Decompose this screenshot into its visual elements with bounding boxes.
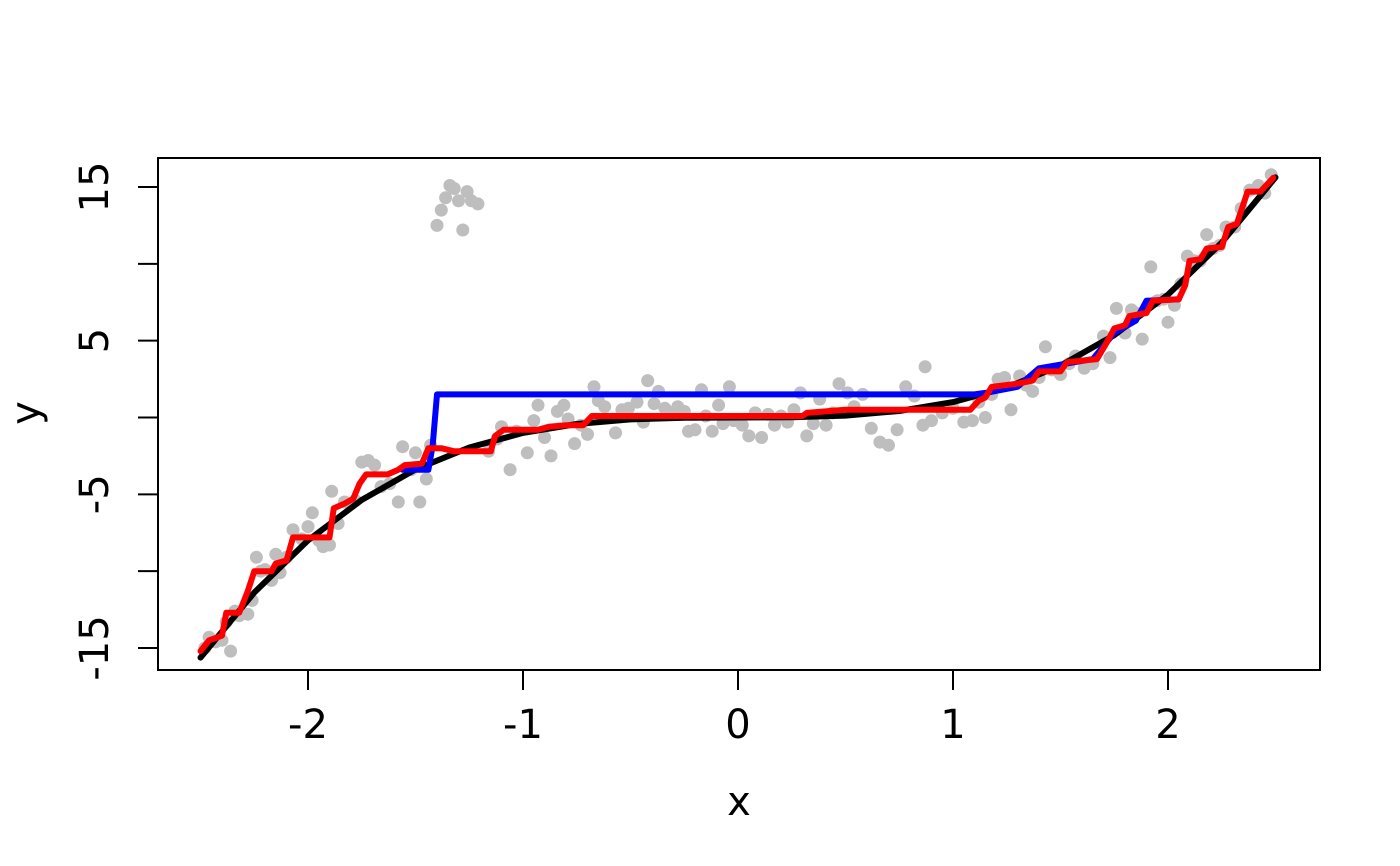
data-point bbox=[832, 377, 846, 391]
data-point bbox=[742, 429, 756, 443]
data-point bbox=[1038, 340, 1052, 354]
data-point bbox=[998, 371, 1012, 384]
data-point bbox=[557, 398, 571, 412]
x-tick-label: -1 bbox=[503, 702, 543, 748]
data-point bbox=[241, 607, 255, 621]
data-point bbox=[409, 446, 422, 460]
y-tick-label: -5 bbox=[72, 474, 118, 514]
data-point bbox=[630, 395, 644, 409]
data-point bbox=[531, 398, 545, 412]
data-point bbox=[538, 431, 551, 444]
data-point bbox=[800, 429, 814, 443]
data-point bbox=[890, 423, 904, 437]
blue-fit-line bbox=[399, 296, 1182, 473]
data-point bbox=[918, 360, 932, 374]
data-point bbox=[323, 538, 336, 552]
data-point bbox=[598, 400, 612, 414]
data-point bbox=[396, 440, 410, 454]
data-point bbox=[1144, 260, 1158, 274]
data-point bbox=[456, 223, 470, 237]
data-point bbox=[503, 463, 517, 477]
data-point bbox=[286, 523, 300, 537]
data-point bbox=[1200, 228, 1214, 242]
data-point bbox=[430, 218, 444, 232]
y-tick-label: 15 bbox=[72, 162, 118, 213]
data-point bbox=[224, 644, 238, 658]
data-point bbox=[471, 197, 485, 211]
data-point bbox=[1161, 315, 1175, 329]
x-tick-label: 0 bbox=[725, 702, 750, 748]
data-point bbox=[768, 418, 781, 432]
x-tick-label: 2 bbox=[1155, 702, 1180, 748]
y-axis: -15 -5 5 15 bbox=[72, 162, 158, 681]
data-point bbox=[520, 446, 534, 460]
data-point bbox=[544, 449, 558, 463]
data-point bbox=[806, 417, 820, 431]
data-point bbox=[439, 191, 453, 205]
data-point bbox=[301, 520, 315, 534]
red-fit-line bbox=[197, 174, 1277, 655]
data-point bbox=[641, 374, 655, 388]
x-axis-title: x bbox=[727, 779, 751, 825]
data-point bbox=[1135, 332, 1149, 346]
points-layer bbox=[198, 168, 1278, 658]
x-tick-label: -2 bbox=[288, 702, 328, 748]
x-tick-label: 1 bbox=[940, 702, 965, 748]
data-point bbox=[419, 472, 433, 486]
data-point bbox=[899, 380, 913, 394]
data-point bbox=[647, 397, 661, 411]
data-point bbox=[755, 431, 769, 444]
y-tick-label: -15 bbox=[72, 615, 118, 680]
data-point bbox=[391, 495, 405, 509]
data-point bbox=[712, 398, 726, 412]
data-point bbox=[978, 411, 992, 424]
data-point bbox=[305, 506, 319, 520]
y-axis-title: y bbox=[3, 401, 49, 425]
data-point bbox=[568, 437, 582, 451]
data-point bbox=[864, 421, 878, 435]
data-point bbox=[1103, 351, 1117, 365]
data-point bbox=[722, 380, 736, 394]
data-point bbox=[249, 550, 263, 564]
data-point bbox=[581, 427, 594, 441]
data-point bbox=[882, 438, 895, 452]
data-point bbox=[688, 423, 702, 437]
data-point bbox=[705, 424, 719, 438]
data-point bbox=[609, 426, 622, 440]
y-tick-label: 5 bbox=[72, 328, 118, 353]
data-point bbox=[965, 414, 979, 428]
data-point bbox=[587, 380, 601, 394]
lines-layer bbox=[197, 174, 1279, 661]
data-point bbox=[1026, 384, 1040, 398]
data-point bbox=[527, 414, 541, 428]
data-point bbox=[1109, 301, 1123, 315]
data-point bbox=[368, 458, 382, 472]
data-point bbox=[1004, 403, 1018, 417]
data-point bbox=[819, 418, 833, 432]
data-point bbox=[925, 414, 938, 428]
data-point bbox=[325, 484, 339, 498]
x-axis: -2 -1 0 1 2 bbox=[288, 670, 1181, 748]
data-point bbox=[735, 418, 749, 432]
data-point bbox=[413, 495, 427, 509]
data-point bbox=[447, 182, 461, 195]
data-point bbox=[269, 547, 283, 561]
data-point bbox=[434, 203, 448, 217]
data-point bbox=[452, 194, 465, 208]
